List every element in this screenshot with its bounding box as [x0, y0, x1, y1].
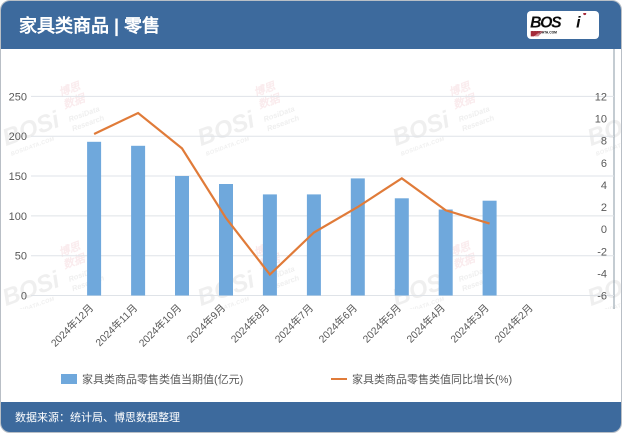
svg-text:-6: -6	[597, 291, 607, 303]
svg-text:8: 8	[601, 136, 607, 148]
svg-text:12: 12	[595, 91, 607, 103]
svg-text:i: i	[576, 14, 581, 31]
svg-text:200: 200	[9, 131, 27, 143]
svg-text:BOS: BOS	[530, 14, 562, 31]
svg-text:-2: -2	[597, 246, 607, 258]
svg-text:100: 100	[9, 211, 27, 223]
svg-text:6: 6	[601, 158, 607, 170]
svg-text:0: 0	[601, 224, 607, 236]
svg-text:0: 0	[21, 291, 27, 303]
svg-text:10: 10	[595, 114, 607, 126]
svg-text:2: 2	[601, 202, 607, 214]
svg-text:250: 250	[9, 91, 27, 103]
svg-text:-4: -4	[597, 268, 607, 280]
svg-text:50: 50	[15, 251, 27, 263]
svg-text:150: 150	[9, 171, 27, 183]
svg-text:4: 4	[601, 180, 607, 192]
